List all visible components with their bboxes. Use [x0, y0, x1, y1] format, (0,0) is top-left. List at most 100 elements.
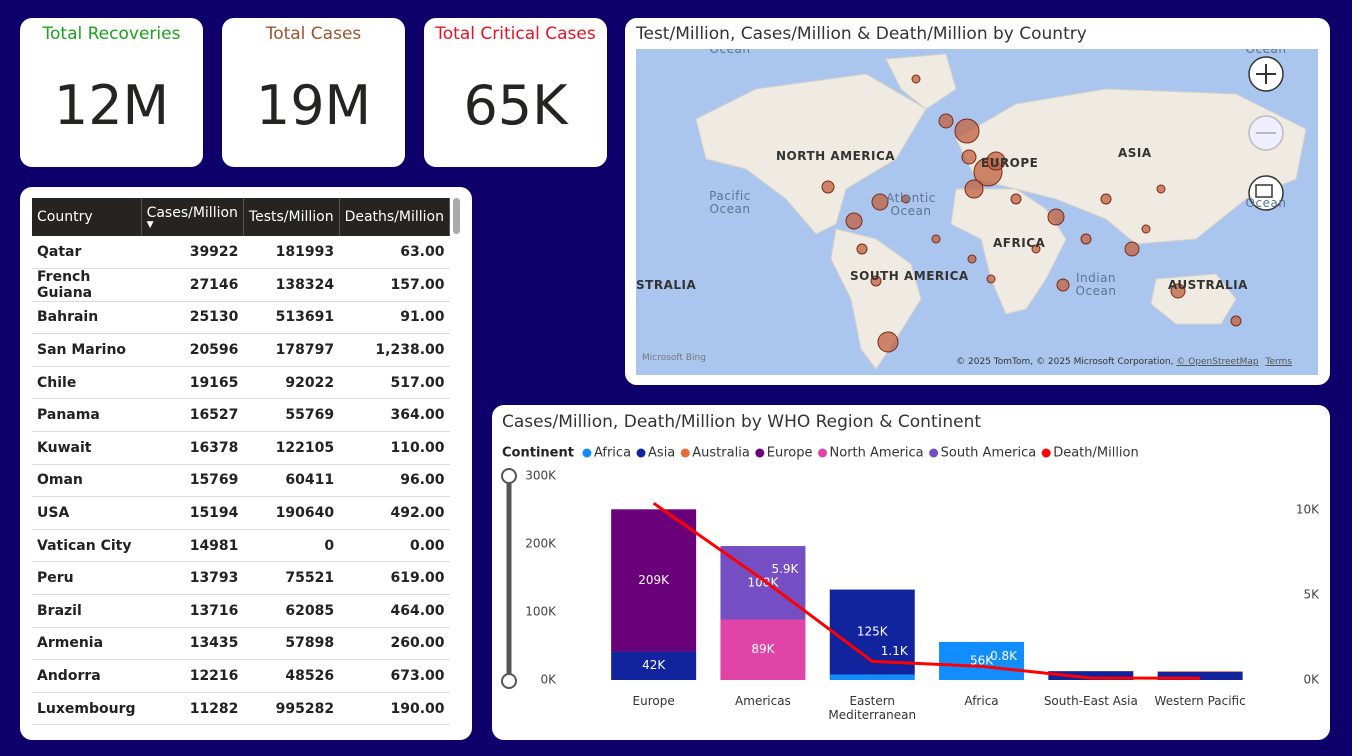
sort-arrow: ▼ — [146, 220, 154, 230]
slider-handle[interactable] — [501, 468, 517, 484]
region-label: STRALIA — [636, 278, 697, 292]
table-cell: Qatar — [32, 236, 142, 269]
table-cell: 75521 — [243, 561, 340, 595]
region-label: EUROPE — [981, 156, 1039, 170]
table-cell: USA — [32, 496, 142, 530]
bar-value-label: 42K — [642, 658, 666, 672]
chart: Cases/Million, Death/Million by WHO Regi… — [501, 412, 1320, 689]
table-cell: 16378 — [141, 431, 244, 465]
osm-link[interactable]: © OpenStreetMap — [1176, 357, 1259, 367]
legend-label: Asia — [648, 446, 675, 461]
x-tick-label: Americas — [735, 694, 791, 708]
table-cell: 48526 — [243, 659, 340, 693]
legend-label: North America — [830, 446, 924, 461]
table-cell: 63.00 — [339, 236, 450, 269]
map-title: Test/Million, Cases/Million & Death/Mill… — [636, 24, 1087, 44]
column-header[interactable]: Country — [32, 198, 142, 236]
y-tick-label: 300K — [525, 469, 557, 483]
table-cell: 60411 — [243, 464, 340, 498]
table-cell: 0 — [243, 529, 340, 563]
line-value-label: 0.8K — [990, 649, 1018, 663]
table-cell: Oman — [32, 464, 142, 498]
table-cell: 20596 — [141, 333, 244, 367]
y-tick-label: 100K — [525, 605, 557, 619]
card-value: 19M — [255, 74, 372, 137]
legend-marker — [755, 448, 765, 458]
slider-handle[interactable] — [501, 673, 517, 689]
header-row: Country Cases/Million ▼ Tests/Million Deaths… — [32, 198, 451, 236]
table-panel: Country Cases/Million ▼ Tests/Million Deaths… — [20, 187, 472, 740]
ocean-label: Ocean — [1245, 49, 1287, 56]
table-cell: 57898 — [243, 627, 340, 661]
table-row: French Guiana 27146 138324 157.00 — [32, 268, 450, 302]
legend-label: Europe — [767, 446, 813, 461]
table-cell: 25130 — [141, 301, 244, 335]
kpi-card: Total Critical Cases 65K — [424, 18, 607, 167]
table-row: Qatar 39922 181993 63.00 — [32, 236, 450, 269]
bar-segment — [611, 509, 697, 652]
table-cell: 513691 — [243, 301, 340, 335]
bar-segment — [829, 674, 915, 680]
column-header[interactable]: Deaths/Million — [339, 198, 451, 236]
table-cell: 0.00 — [339, 529, 450, 563]
line-value-label: 5.9K — [771, 562, 799, 576]
kpi-card: Total Cases 19M — [222, 18, 405, 167]
table-cell: San Marino — [32, 333, 142, 367]
table-cell: Andorra — [32, 659, 142, 693]
table-row: Kuwait 16378 122105 110.00 — [32, 431, 450, 465]
column-header[interactable]: Tests/Million — [243, 198, 340, 236]
map-brand: Microsoft Bing — [642, 353, 706, 363]
column-header[interactable]: Cases/Million ▼ — [141, 198, 244, 236]
legend-label: Australia — [692, 446, 750, 461]
table-row: Bahrain 25130 513691 91.00 — [32, 301, 450, 335]
map-panel: Test/Million, Cases/Million & Death/Mill… — [625, 18, 1330, 385]
card-value: 65K — [463, 74, 568, 137]
legend-label: Death/Million — [1053, 446, 1139, 461]
legend-marker — [582, 448, 592, 458]
terms-link[interactable]: Terms — [1265, 357, 1292, 367]
table-row: Luxembourg 11282 995282 190.00 — [32, 692, 450, 726]
ocean-label: Ocean — [709, 49, 751, 56]
legend-marker — [1041, 448, 1051, 458]
bar-segment — [939, 641, 1025, 680]
bar-value-label: 56K — [970, 653, 994, 667]
card-title: Total Recoveries — [42, 24, 181, 44]
table-cell: French Guiana — [32, 268, 142, 302]
table-cell: 110.00 — [339, 431, 450, 465]
region-label: SOUTH AMERICA — [850, 269, 969, 283]
table-cell: 14981 — [141, 529, 244, 563]
table-cell: 364.00 — [339, 398, 450, 432]
card-title: Total Cases — [265, 24, 362, 44]
region-label: NORTH AMERICA — [776, 149, 896, 163]
table-cell: 11282 — [141, 692, 244, 726]
legend-marker — [680, 448, 690, 458]
table-cell: Armenia — [32, 627, 142, 661]
table-cell: 39922 — [141, 236, 244, 269]
bar-segment — [1157, 671, 1243, 680]
map-base — [695, 53, 1307, 370]
table-row: San Marino 20596 178797 1,238.00 — [32, 333, 450, 367]
map[interactable]: NORTH AMERICA ASIA EUROPE AFRICA SOUTH AMERI… — [636, 49, 1318, 375]
table-cell: 122105 — [243, 431, 340, 465]
scrollbar[interactable] — [453, 198, 460, 234]
legend-title: Continent — [502, 446, 574, 461]
card-title: Total Critical Cases — [435, 24, 596, 44]
table-row: Chile 19165 92022 517.00 — [32, 366, 450, 400]
card-value: 12M — [53, 74, 170, 137]
table-cell: 464.00 — [339, 594, 450, 628]
region-label: ASIA — [1118, 146, 1152, 160]
table-cell: Chile — [32, 366, 142, 400]
table-row: Andorra 12216 48526 673.00 — [32, 659, 450, 693]
legend-marker — [929, 448, 939, 458]
y2-tick-label: 0K — [1303, 673, 1320, 687]
table-cell: 1,238.00 — [339, 333, 450, 367]
table-cell: 55769 — [243, 398, 340, 432]
y-tick-label: 200K — [525, 537, 557, 551]
table-cell: Kuwait — [32, 431, 142, 465]
table-cell: 260.00 — [339, 627, 450, 661]
x-tick-label: Eastern Mediterranean — [828, 694, 917, 722]
country-table: Country Cases/Million ▼ Tests/Million Deaths… — [32, 198, 451, 726]
table-cell: 492.00 — [339, 496, 450, 530]
table-cell: 995282 — [243, 692, 340, 726]
